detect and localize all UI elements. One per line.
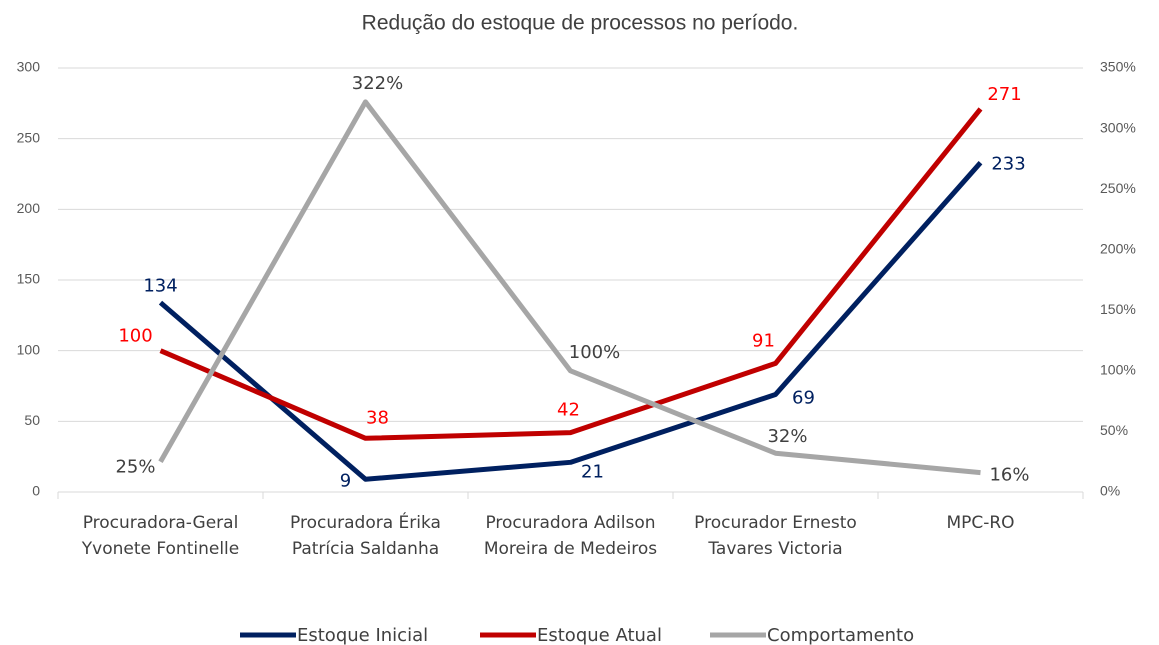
data-label: 91 [752,330,775,351]
data-label: 271 [987,84,1021,105]
y-tick-label: 100 [17,341,41,357]
legend-label: Comportamento [767,625,914,645]
y2-tick-label: 200% [1100,240,1136,256]
data-label: 100 [118,326,152,347]
line-series [158,99,981,476]
x-tick-label: Procuradora-Geral Yvonete Fontinelle [81,513,240,559]
y-tick-label: 250 [17,129,41,145]
x-tick-label: Procuradora Adilson Moreira de Medeiros [483,513,658,559]
y2-tick-label: 350% [1100,59,1136,75]
y2-tick-label: 250% [1100,180,1136,196]
data-label: 100% [569,342,620,363]
y2-tick-label: 100% [1100,362,1136,378]
data-label: 21 [581,461,604,482]
x-tick-label: Procurador Ernesto Tavares Victoria [694,513,857,559]
data-label: 32% [767,426,807,447]
y2-tick-label: 50% [1100,422,1128,438]
data-label: 25% [115,457,155,478]
y2-tick-label: 150% [1100,301,1136,317]
y-tick-label: 200 [17,200,41,216]
y-tick-label: 50 [24,412,40,428]
legend-label: Estoque Inicial [297,625,428,645]
y-tick-label: 0 [32,483,40,499]
x-tick-label: MPC-RO [946,513,1015,533]
line-series [158,161,983,482]
y-tick-label: 150 [17,271,41,287]
y2-tick-label: 0% [1100,483,1120,499]
line-series [159,107,983,441]
data-label: 134 [143,276,177,297]
data-label: 42 [557,400,580,421]
data-label: 322% [352,73,403,94]
y2-tick-label: 300% [1100,119,1136,135]
data-label: 38 [366,407,389,428]
data-label: 69 [792,387,815,408]
data-label: 9 [340,470,351,491]
data-label: 16% [989,465,1029,486]
y-tick-label: 300 [17,59,41,75]
data-label: 233 [991,154,1025,175]
legend-label: Estoque Atual [537,625,662,645]
chart-title: Redução do estoque de processos no perío… [362,12,799,35]
x-tick-label: Procuradora Érika Patrícia Saldanha [290,513,441,559]
